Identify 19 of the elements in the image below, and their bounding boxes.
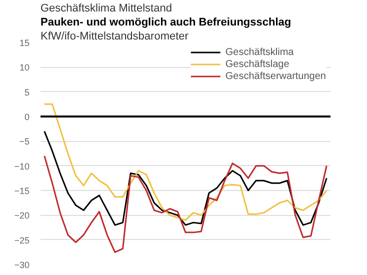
y-tick-label: 10 bbox=[19, 62, 30, 73]
legend-label: Geschäftsklima bbox=[225, 46, 294, 58]
y-tick-label: 0 bbox=[24, 112, 30, 122]
legend-label: Geschäftserwartungen bbox=[225, 70, 326, 82]
y-tick-label: −20 bbox=[14, 210, 30, 221]
y-tick-label: 5 bbox=[24, 87, 30, 98]
chart-subtitle: KfW/ifo-Mittelstandsbarometer bbox=[40, 30, 189, 42]
y-tick-label: −15 bbox=[14, 186, 30, 196]
line-series bbox=[44, 155, 328, 253]
y-tick-label: −30 bbox=[14, 260, 30, 270]
line-series bbox=[44, 130, 328, 226]
y-tick-label: −10 bbox=[14, 161, 30, 172]
chart-title: Pauken- und womöglich auch Befreiungsschlag bbox=[40, 16, 292, 28]
text: Geschäftsklima Mittelstand bbox=[40, 2, 172, 14]
y-tick-label: 15 bbox=[19, 38, 30, 48]
line-series bbox=[44, 103, 328, 221]
legend-label: Geschäftslage bbox=[225, 58, 290, 70]
y-tick-label: −5 bbox=[19, 136, 30, 147]
y-tick-label: −25 bbox=[14, 235, 30, 246]
